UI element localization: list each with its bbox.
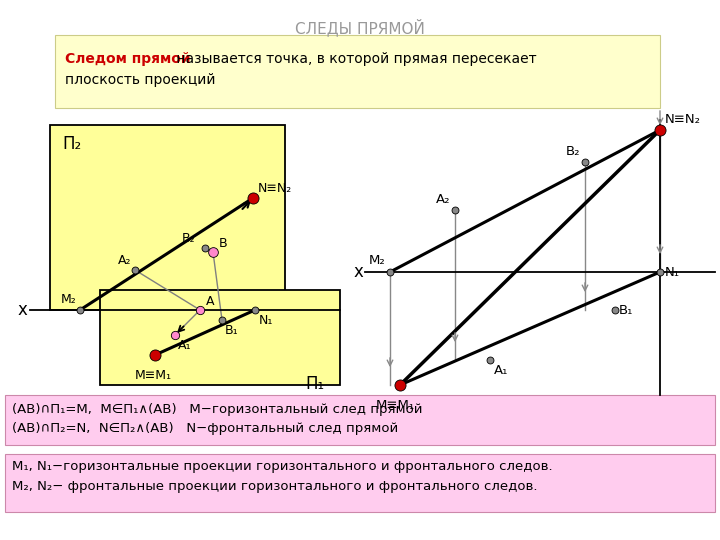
Text: A₁: A₁ <box>178 339 192 352</box>
Text: (AB)∩П₁=M,  M∈П₁∧(AB)   M−горизонтальный след прямой: (AB)∩П₁=M, M∈П₁∧(AB) M−горизонтальный сл… <box>12 403 423 416</box>
Text: N≡N₂: N≡N₂ <box>258 182 292 195</box>
Text: A₁: A₁ <box>494 364 508 377</box>
Text: СЛЕДЫ ПРЯМОЙ: СЛЕДЫ ПРЯМОЙ <box>295 18 425 36</box>
Text: B₁: B₁ <box>619 303 634 316</box>
Text: M₂: M₂ <box>368 254 385 267</box>
Text: A: A <box>206 295 215 308</box>
Bar <box>100 290 340 385</box>
Bar <box>5 395 715 445</box>
Text: называется точка, в которой прямая пересекает: называется точка, в которой прямая перес… <box>172 52 536 66</box>
Text: M₂: M₂ <box>60 293 76 306</box>
Text: N₁: N₁ <box>665 266 680 279</box>
Bar <box>55 35 660 108</box>
Bar <box>50 125 285 310</box>
Text: (AB)∩П₂=N,  N∈П₂∧(AB)   N−фронтальный след прямой: (AB)∩П₂=N, N∈П₂∧(AB) N−фронтальный след … <box>12 422 398 435</box>
Text: A₂: A₂ <box>436 193 450 206</box>
Bar <box>5 454 715 512</box>
Text: M₂, N₂− фронтальные проекции горизонтального и фронтального следов.: M₂, N₂− фронтальные проекции горизонталь… <box>12 480 538 493</box>
Text: B₂: B₂ <box>565 145 580 158</box>
Text: N≡N₂: N≡N₂ <box>665 113 701 126</box>
Text: x: x <box>353 263 363 281</box>
Text: B₁: B₁ <box>225 324 238 337</box>
Text: M≡M₁: M≡M₁ <box>135 369 171 382</box>
Text: П₁: П₁ <box>305 375 324 393</box>
Text: A₂: A₂ <box>117 254 131 267</box>
Text: плоскость проекций: плоскость проекций <box>65 73 215 87</box>
Text: B₂: B₂ <box>181 232 195 245</box>
Text: M₁, N₁−горизонтальные проекции горизонтального и фронтального следов.: M₁, N₁−горизонтальные проекции горизонта… <box>12 460 553 473</box>
Text: Следом прямой: Следом прямой <box>65 52 191 66</box>
Text: N₁: N₁ <box>259 314 274 327</box>
Text: B: B <box>219 237 228 250</box>
Text: П₂: П₂ <box>62 135 81 153</box>
Text: x: x <box>17 301 27 319</box>
Text: M≡M₁: M≡M₁ <box>375 399 415 412</box>
